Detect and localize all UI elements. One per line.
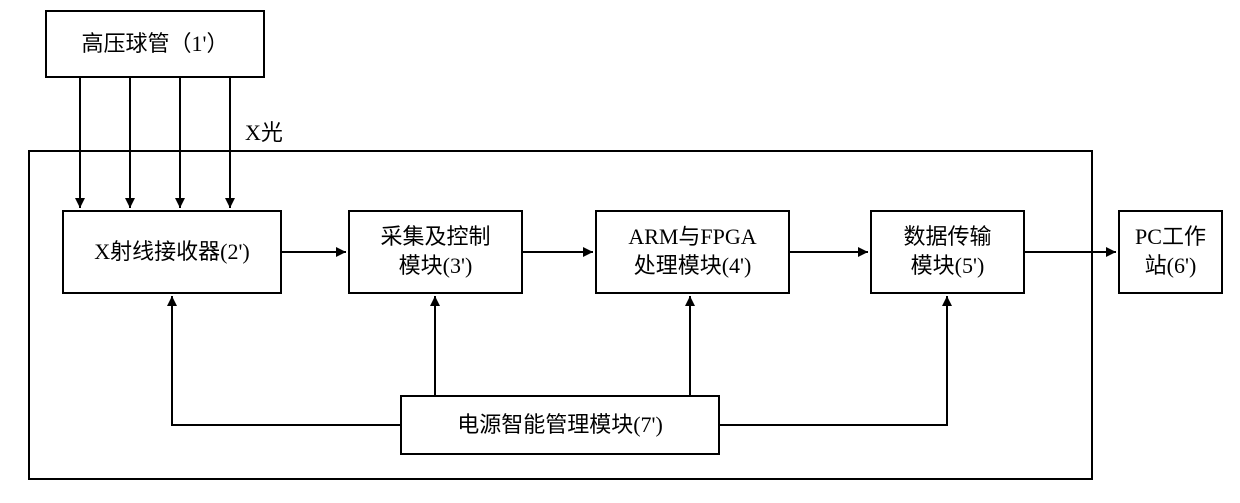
node-label: 高压球管（1'） [82,30,229,59]
node-xray-receiver: X射线接收器(2') [62,210,282,294]
node-arm-fpga: ARM与FPGA 处理模块(4') [595,210,790,294]
node-label: ARM与FPGA 处理模块(4') [628,223,756,280]
node-label: PC工作 站(6') [1135,223,1206,280]
node-label: 数据传输 模块(5') [903,223,991,280]
node-pc-workstation: PC工作 站(6') [1118,210,1223,294]
node-acquisition-control: 采集及控制 模块(3') [348,210,523,294]
node-label: 电源智能管理模块(7') [457,411,663,440]
node-label: 采集及控制 模块(3') [380,223,490,280]
node-hv-tube: 高压球管（1'） [45,10,265,78]
xray-label: X光 [245,115,283,147]
node-label: X射线接收器(2') [94,238,250,267]
node-power-management: 电源智能管理模块(7') [400,395,720,455]
node-data-transmission: 数据传输 模块(5') [870,210,1025,294]
xray-label-text: X光 [245,120,283,145]
